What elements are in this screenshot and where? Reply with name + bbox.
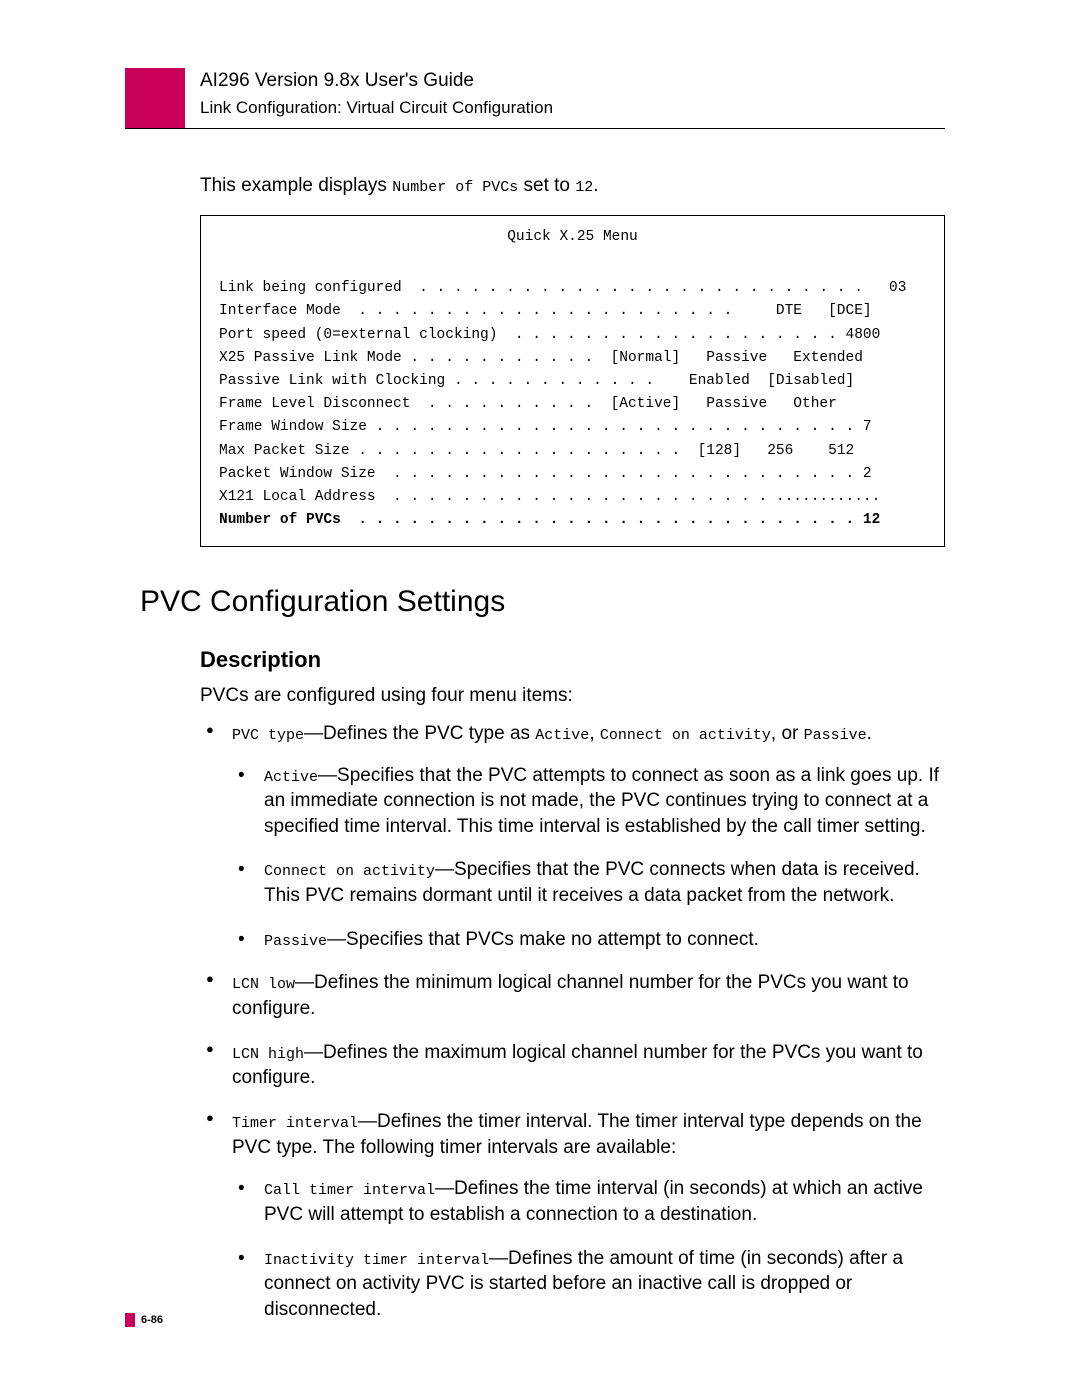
lcn-low-text: —Defines the minimum logical channel num…: [232, 972, 909, 1019]
term-inactivity: Inactivity timer interval: [264, 1252, 489, 1269]
intro-suffix: .: [593, 175, 598, 196]
code-title: Quick X.25 Menu: [219, 226, 926, 249]
opt-active: Active: [535, 727, 589, 744]
bullet-lcn-low: LCN low—Defines the minimum logical chan…: [200, 970, 945, 1021]
document-title: AI296 Version 9.8x User's Guide: [200, 70, 553, 92]
pvc-type-text1: —Defines the PVC type as: [304, 723, 535, 744]
bullet-inactivity: Inactivity timer interval—Defines the am…: [232, 1246, 945, 1323]
page-number: 6-86: [141, 1314, 163, 1326]
bullet-passive: Passive—Specifies that PVCs make no atte…: [232, 927, 945, 953]
footer-accent-mark: [125, 1313, 135, 1327]
term-passive: Passive: [264, 933, 327, 950]
active-text: —Specifies that the PVC attempts to conn…: [264, 765, 939, 837]
terminal-output-box: Quick X.25 Menu Link being configured . .…: [200, 215, 945, 547]
code-line: Passive Link with Clocking . . . . . . .…: [219, 370, 926, 393]
code-line: Frame Window Size . . . . . . . . . . . …: [219, 416, 926, 439]
code-line: Frame Level Disconnect . . . . . . . . .…: [219, 393, 926, 416]
code-line: Interface Mode . . . . . . . . . . . . .…: [219, 300, 926, 323]
code-line: Packet Window Size . . . . . . . . . . .…: [219, 463, 926, 486]
bullet-active: Active—Specifies that the PVC attempts t…: [232, 763, 945, 840]
document-subtitle: Link Configuration: Virtual Circuit Conf…: [200, 98, 553, 118]
passive-text: —Specifies that PVCs make no attempt to …: [327, 929, 759, 950]
opt-connect: Connect on activity: [600, 727, 771, 744]
term-active: Active: [264, 769, 318, 786]
intro-value: 12: [575, 179, 593, 196]
pvc-type-end: .: [867, 723, 872, 744]
config-items-list: PVC type—Defines the PVC type as Active,…: [200, 721, 945, 1323]
page-footer: 6-86: [125, 1311, 163, 1329]
lcn-high-text: —Defines the maximum logical channel num…: [232, 1042, 923, 1089]
header-rule: [125, 128, 945, 129]
sep2: , or: [771, 723, 804, 744]
sep1: ,: [589, 723, 600, 744]
main-content: This example displays Number of PVCs set…: [200, 175, 945, 1340]
section-heading: PVC Configuration Settings: [140, 585, 945, 619]
bullet-connect: Connect on activity—Specifies that the P…: [232, 857, 945, 908]
code-line-highlight: Number of PVCs . . . . . . . . . . . . .…: [219, 509, 926, 532]
pvc-type-sublist: Active—Specifies that the PVC attempts t…: [232, 763, 945, 953]
code-line: Port speed (0=external clocking) . . . .…: [219, 324, 926, 347]
term-lcn-low: LCN low: [232, 976, 295, 993]
timer-sublist: Call timer interval—Defines the time int…: [232, 1176, 945, 1322]
description-heading: Description: [200, 647, 945, 673]
bullet-call-timer: Call timer interval—Defines the time int…: [232, 1176, 945, 1227]
term-call-timer: Call timer interval: [264, 1182, 435, 1199]
code-line: Link being configured . . . . . . . . . …: [219, 277, 926, 300]
term-connect: Connect on activity: [264, 863, 435, 880]
opt-passive: Passive: [804, 727, 867, 744]
term-pvc-type: PVC type: [232, 727, 304, 744]
intro-prefix: This example displays: [200, 175, 392, 196]
code-line: X25 Passive Link Mode . . . . . . . . . …: [219, 347, 926, 370]
description-intro: PVCs are configured using four menu item…: [200, 683, 945, 709]
intro-middle: set to: [518, 175, 575, 196]
code-line: Max Packet Size . . . . . . . . . . . . …: [219, 440, 926, 463]
term-timer: Timer interval: [232, 1115, 358, 1132]
header-accent-block: [125, 68, 185, 128]
intro-param: Number of PVCs: [392, 179, 518, 196]
code-line: X121 Local Address . . . . . . . . . . .…: [219, 486, 926, 509]
bullet-lcn-high: LCN high—Defines the maximum logical cha…: [200, 1040, 945, 1091]
intro-sentence: This example displays Number of PVCs set…: [200, 175, 945, 197]
page-header: AI296 Version 9.8x User's Guide Link Con…: [200, 70, 553, 118]
bullet-pvc-type: PVC type—Defines the PVC type as Active,…: [200, 721, 945, 952]
bullet-timer: Timer interval—Defines the timer interva…: [200, 1109, 945, 1322]
term-lcn-high: LCN high: [232, 1046, 304, 1063]
